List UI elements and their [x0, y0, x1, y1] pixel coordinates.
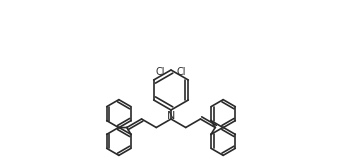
Text: Cl: Cl — [177, 67, 186, 77]
Text: Cl: Cl — [156, 67, 165, 77]
Text: N: N — [167, 111, 175, 121]
